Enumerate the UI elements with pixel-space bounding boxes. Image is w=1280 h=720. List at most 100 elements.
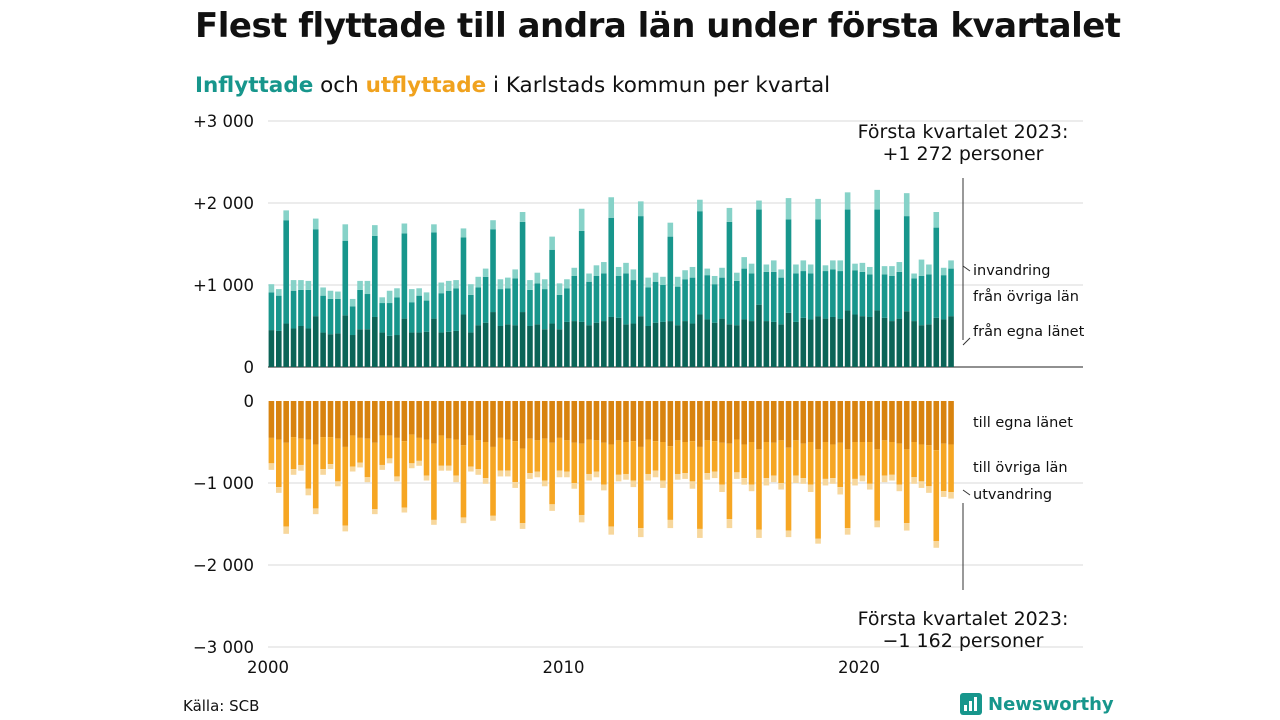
bar-out-emig <box>667 519 674 529</box>
bar-in-immig <box>497 279 504 290</box>
bar-out-other <box>800 443 807 479</box>
bar-in-own <box>445 331 452 367</box>
bar-out-own <box>623 401 629 442</box>
bar-in-own <box>408 332 415 367</box>
bar-in-own <box>719 318 725 367</box>
bar-in-other <box>615 275 622 318</box>
bar-out-own <box>527 401 533 439</box>
bar-out-emig <box>859 475 866 482</box>
bar-out-emig <box>719 484 725 493</box>
bar-in-own <box>608 316 615 367</box>
bar-in-immig <box>283 210 289 221</box>
bar-out-emig <box>689 481 696 489</box>
bar-out-own <box>586 401 592 440</box>
bar-in-other <box>386 303 393 336</box>
bar-in-own <box>460 314 467 367</box>
bar-out-emig <box>652 470 659 478</box>
bar-in-other <box>748 273 755 322</box>
bar-out-own <box>534 401 541 441</box>
bar-in-own <box>756 304 762 367</box>
gridlines <box>268 120 1083 648</box>
bar-out-other <box>394 437 400 477</box>
bar-in-own <box>416 332 422 367</box>
source-note: Källa: SCB <box>183 697 260 715</box>
bar-in-own <box>519 312 526 367</box>
bar-in-other <box>327 298 334 335</box>
bar-out-own <box>283 401 289 443</box>
bar-in-other <box>726 221 733 325</box>
bar-out-other <box>940 443 947 492</box>
bar-out-other <box>541 438 548 481</box>
leader-utvandring <box>962 489 971 496</box>
bar-out-own <box>719 401 725 443</box>
y-tick-label-bottom: 0 <box>244 392 255 411</box>
bar-in-own <box>593 322 600 367</box>
bar-out-emig <box>460 517 467 524</box>
bar-in-own <box>859 316 866 367</box>
bar-out-other <box>445 438 452 466</box>
bar-out-own <box>674 401 681 441</box>
bar-in-own <box>490 312 496 367</box>
bar-out-other <box>534 440 541 472</box>
bar-in-other <box>645 287 651 326</box>
bar-in-other <box>866 274 873 317</box>
bar-in-other <box>290 290 297 329</box>
bar-in-own <box>697 314 703 367</box>
bar-out-emig <box>372 509 378 515</box>
bar-in-immig <box>475 276 482 288</box>
bar-in-other <box>401 233 408 319</box>
bar-in-own <box>394 335 400 367</box>
bar-out-own <box>379 401 386 436</box>
bar-in-immig <box>593 265 600 276</box>
bar-out-own <box>852 401 858 442</box>
bar-in-other <box>475 287 482 326</box>
bar-out-emig <box>711 471 718 479</box>
bar-out-emig <box>637 528 644 538</box>
bar-out-other <box>889 442 895 475</box>
bar-out-own <box>290 401 297 438</box>
bar-out-emig <box>298 464 304 471</box>
bar-out-other <box>327 437 334 465</box>
bar-in-other <box>778 277 784 325</box>
bar-out-other <box>830 444 836 479</box>
bar-in-own <box>357 329 363 367</box>
bar-out-emig <box>903 523 910 531</box>
bar-out-own <box>763 401 770 442</box>
bar-in-immig <box>564 279 570 289</box>
bar-in-immig <box>578 208 585 231</box>
bar-in-other <box>800 271 807 318</box>
bar-out-other <box>704 440 711 474</box>
bar-in-own <box>564 321 570 367</box>
bar-out-emig <box>948 492 954 499</box>
bar-out-own <box>335 401 341 439</box>
bar-in-own <box>475 325 482 367</box>
bar-out-other <box>275 439 282 488</box>
bar-in-immig <box>704 268 711 276</box>
bar-in-own <box>556 329 563 367</box>
bar-in-other <box>320 295 326 333</box>
x-tick-label: 2010 <box>543 658 585 677</box>
bar-in-own <box>926 324 932 367</box>
bar-in-own <box>320 332 326 367</box>
bar-in-own <box>372 316 378 367</box>
x-tick-label: 2000 <box>247 658 289 677</box>
bar-in-own <box>704 319 711 367</box>
bar-in-own <box>623 324 629 367</box>
bar-out-other <box>298 438 304 465</box>
bar-in-other <box>918 275 925 326</box>
bar-out-other <box>386 435 393 459</box>
bar-out-own <box>431 401 437 444</box>
bar-in-other <box>719 277 725 319</box>
bar-in-immig <box>468 284 474 295</box>
bar-in-own <box>711 322 718 367</box>
bar-out-own <box>903 401 910 450</box>
bar-in-immig <box>711 275 718 285</box>
bar-out-other <box>903 449 910 524</box>
bar-in-own <box>541 329 548 367</box>
bar-in-other <box>911 278 917 322</box>
bar-in-own <box>844 310 851 367</box>
annotation-bottom-line2: −1 162 personer <box>883 630 1044 652</box>
bar-in-own <box>667 321 674 367</box>
bar-in-own <box>741 319 747 367</box>
bar-in-immig <box>305 280 312 290</box>
